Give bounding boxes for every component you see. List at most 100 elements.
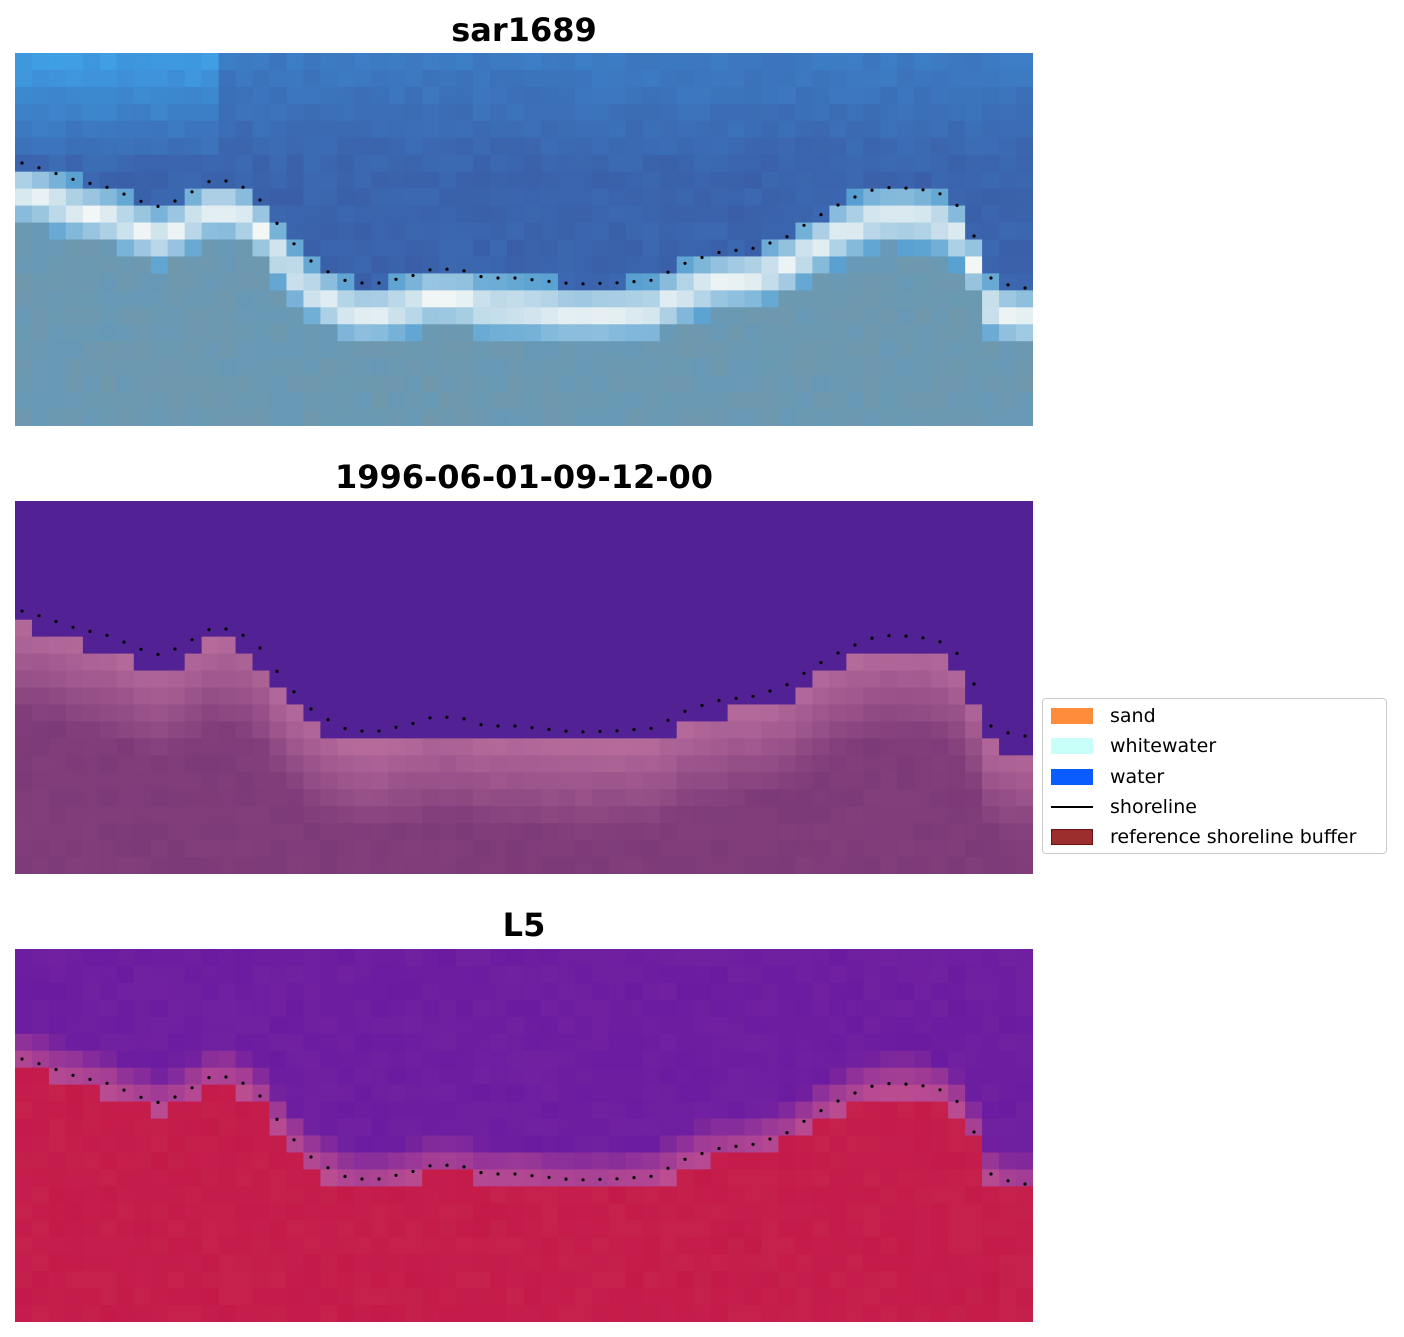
pixel-cell (642, 1237, 661, 1255)
pixel-cell (286, 120, 305, 139)
pixel-cell (642, 358, 661, 376)
shoreline-point (37, 614, 41, 618)
pixel-cell (337, 1050, 355, 1069)
pixel-cell (371, 551, 389, 570)
pixel-cell (422, 1067, 440, 1086)
pixel-cell (557, 409, 576, 426)
pixel-cell (557, 517, 576, 536)
pixel-cell (608, 154, 627, 173)
pixel-cell (676, 721, 695, 739)
legend-item-water: water (1051, 765, 1164, 789)
pixel-cell (965, 517, 983, 536)
pixel-cell (133, 823, 152, 841)
pixel-cell (880, 585, 898, 604)
pixel-cell (608, 1203, 627, 1221)
pixel-cell (15, 1305, 33, 1322)
pixel-cell (422, 585, 440, 604)
pixel-cell (761, 1237, 780, 1255)
pixel-cell (388, 341, 406, 359)
pixel-cell (693, 949, 712, 967)
pixel-cell (116, 86, 135, 105)
pixel-cell (269, 1016, 288, 1035)
pixel-cell (965, 602, 983, 621)
pixel-cell (761, 375, 780, 393)
pixel-cell (880, 840, 898, 858)
pixel-cell (439, 1305, 457, 1322)
pixel-cell (846, 1186, 864, 1204)
pixel-cell (761, 1254, 780, 1272)
pixel-cell (473, 687, 491, 706)
shoreline-point (20, 1057, 24, 1061)
pixel-cell (982, 409, 1000, 426)
pixel-cell (676, 568, 695, 587)
pixel-cell (608, 517, 627, 536)
pixel-cell (574, 154, 593, 173)
pixel-cell (422, 154, 440, 173)
pixel-cell (863, 1186, 881, 1204)
pixel-cell (388, 755, 406, 773)
pixel-cell (897, 154, 915, 173)
pixel-cell (965, 1186, 983, 1204)
pixel-cell (371, 585, 389, 604)
pixel-cell (524, 949, 542, 967)
pixel-cell (999, 1254, 1017, 1272)
pixel-cell (116, 1152, 135, 1170)
pixel-cell (761, 551, 780, 570)
pixel-cell (948, 392, 966, 410)
pixel-cell (880, 501, 898, 519)
pixel-cell (880, 1220, 898, 1238)
pixel-cell (625, 103, 644, 122)
pixel-cell (625, 409, 644, 426)
pixel-cell (676, 341, 695, 359)
pixel-cell (727, 501, 746, 519)
pixel-cell (133, 1084, 152, 1103)
pixel-cell (116, 857, 135, 874)
pixel-cell (337, 307, 355, 325)
pixel-cell (167, 982, 186, 1001)
pixel-cell (659, 602, 678, 621)
pixel-cell (982, 687, 1000, 706)
pixel-cell (744, 1271, 763, 1289)
pixel-cell (948, 1152, 966, 1170)
pixel-cell (422, 273, 440, 291)
pixel-cell (116, 341, 135, 359)
pixel-cell (914, 392, 932, 410)
pixel-cell (557, 585, 576, 604)
pixel-cell (999, 86, 1017, 105)
pixel-cell (218, 965, 237, 984)
pixel-cell (99, 806, 118, 824)
pixel-cell (710, 358, 729, 376)
pixel-cell (795, 965, 814, 984)
pixel-cell (48, 501, 67, 519)
pixel-cell (99, 602, 118, 621)
pixel-cell (880, 290, 898, 308)
pixel-cell (337, 341, 355, 359)
pixel-cell (812, 375, 830, 393)
shoreline-point (802, 1119, 806, 1123)
pixel-cell (778, 53, 797, 71)
pixel-cell (490, 534, 508, 553)
pixel-cell (133, 982, 152, 1001)
pixel-cell (812, 154, 830, 173)
pixel-cell (625, 341, 644, 359)
pixel-cell (286, 290, 305, 308)
pixel-cell (982, 1101, 1000, 1120)
pixel-cell (422, 358, 440, 376)
pixel-cell (150, 1118, 169, 1137)
pixel-cell (642, 738, 661, 756)
pixel-cell (371, 653, 389, 672)
shoreline-point (904, 634, 908, 638)
pixel-cell (625, 687, 644, 706)
shoreline-point (734, 1144, 738, 1148)
pixel-cell (252, 1118, 271, 1137)
pixel-cell (761, 738, 780, 756)
pixel-cell (99, 721, 118, 739)
pixel-cell (965, 738, 983, 756)
pixel-cell (116, 1084, 135, 1103)
pixel-cell (490, 205, 508, 224)
pixel-cell (456, 772, 474, 790)
pixel-cell (473, 619, 491, 638)
pixel-cell (150, 222, 169, 241)
pixel-cell (999, 375, 1017, 393)
pixel-cell (388, 517, 406, 536)
